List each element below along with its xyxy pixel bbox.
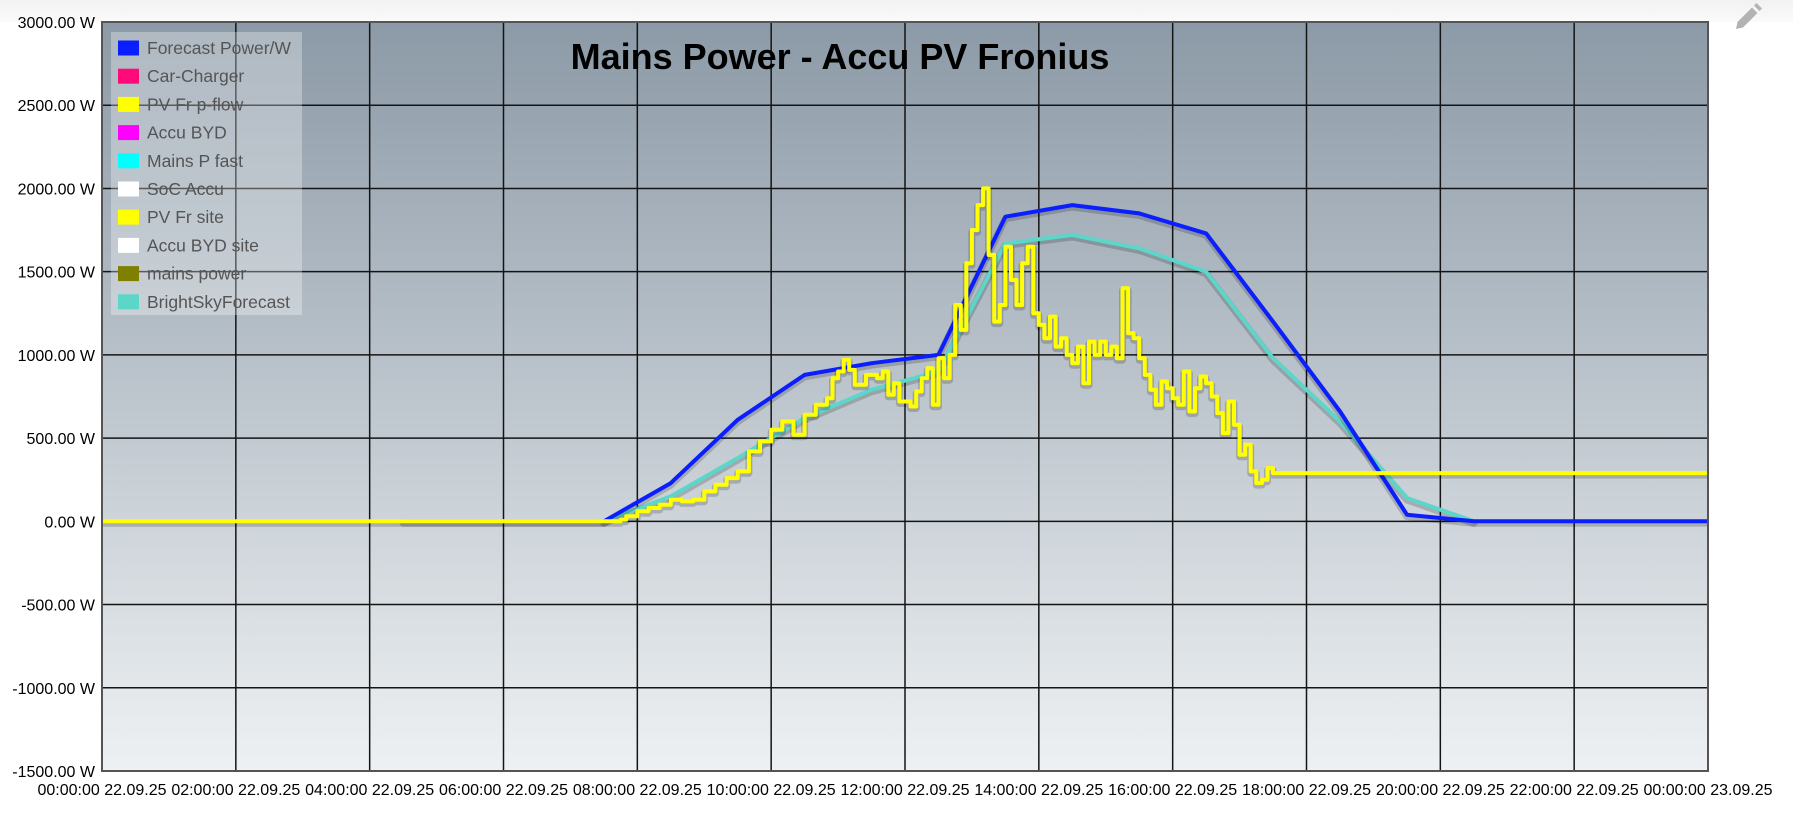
legend-swatch [118, 294, 139, 310]
legend-item[interactable]: SoC Accu [118, 179, 224, 199]
series-line-forecast-power-w [601, 203, 1708, 524]
series-layer [102, 186, 1708, 527]
legend-label: Accu BYD [147, 123, 227, 143]
legend-item[interactable]: BrightSkyForecast [118, 292, 290, 312]
y-tick-label: 0.00 W [44, 514, 96, 531]
x-tick-label: 22:00:00 22.09.25 [1510, 782, 1639, 799]
y-axis: 3000.00 W 2500.00 W 2000.00 W 1500.00 W 1000… [12, 15, 96, 781]
legend-label: Accu BYD site [147, 235, 259, 255]
y-tick-label: 3000.00 W [18, 15, 96, 32]
x-tick-label: 00:00:00 22.09.25 [37, 782, 166, 799]
legend-item[interactable]: Accu BYD site [118, 235, 259, 255]
legend-swatch [118, 40, 139, 56]
x-tick-label: 14:00:00 22.09.25 [974, 782, 1103, 799]
legend-label: BrightSkyForecast [147, 292, 290, 312]
x-tick-label: 10:00:00 22.09.25 [707, 782, 836, 799]
legend-label: Mains P fast [147, 151, 243, 171]
legend-label: Forecast Power/W [147, 38, 291, 58]
legend-item[interactable]: PV Fr p-flow [118, 94, 244, 114]
x-tick-label: 20:00:00 22.09.25 [1376, 782, 1505, 799]
x-tick-label: 06:00:00 22.09.25 [439, 782, 568, 799]
legend-item[interactable]: Mains P fast [118, 151, 243, 171]
legend-item[interactable]: Accu BYD [118, 123, 227, 143]
legend-swatch [118, 266, 139, 282]
y-tick-label: -1000.00 W [12, 681, 96, 698]
series-line-pv-fr-site [102, 186, 1708, 524]
legend-item[interactable]: mains power [118, 264, 246, 284]
y-tick-label: 2000.00 W [18, 181, 96, 198]
y-tick-label: 500.00 W [27, 431, 96, 448]
legend-swatch [118, 96, 139, 112]
legend-item[interactable]: Forecast Power/W [118, 38, 291, 58]
x-tick-label: 08:00:00 22.09.25 [573, 782, 702, 799]
legend-item[interactable]: PV Fr site [118, 207, 224, 227]
legend-swatch [118, 125, 139, 141]
x-tick-label: 02:00:00 22.09.25 [171, 782, 300, 799]
legend-background [111, 32, 302, 315]
legend-label: mains power [147, 264, 246, 284]
legend[interactable]: Forecast Power/W Car-Charger PV Fr p-flow A… [111, 32, 302, 315]
legend-swatch [118, 209, 139, 225]
edit-button[interactable] [1728, 0, 1768, 34]
y-tick-label: 1000.00 W [18, 348, 96, 365]
plot-frame [101, 21, 1709, 772]
x-tick-label: 04:00:00 22.09.25 [305, 782, 434, 799]
y-tick-label: -1500.00 W [12, 764, 96, 781]
legend-swatch [118, 181, 139, 197]
x-tick-label: 16:00:00 22.09.25 [1108, 782, 1237, 799]
legend-swatch [118, 237, 139, 253]
x-tick-label: 00:00:00 23.09.25 [1643, 782, 1772, 799]
chart-title: Mains Power - Accu PV Fronius [571, 36, 1110, 77]
legend-label: SoC Accu [147, 179, 224, 199]
legend-item[interactable]: Car-Charger [118, 66, 244, 86]
x-tick-label: 12:00:00 22.09.25 [840, 782, 969, 799]
series-line-brightskyforecast [401, 233, 1476, 524]
y-tick-label: 2500.00 W [18, 98, 96, 115]
y-tick-label: 1500.00 W [18, 265, 96, 282]
x-tick-label: 18:00:00 22.09.25 [1242, 782, 1371, 799]
legend-label: PV Fr p-flow [147, 94, 244, 114]
x-axis: 00:00:00 22.09.25 02:00:00 22.09.25 04:00:… [37, 782, 1772, 799]
y-tick-label: -500.00 W [21, 598, 96, 615]
pencil-icon [1736, 3, 1762, 29]
legend-swatch [118, 68, 139, 84]
legend-label: Car-Charger [147, 66, 244, 86]
toolbar-strip [0, 0, 1793, 22]
legend-label: PV Fr site [147, 207, 224, 227]
legend-swatch [118, 153, 139, 169]
